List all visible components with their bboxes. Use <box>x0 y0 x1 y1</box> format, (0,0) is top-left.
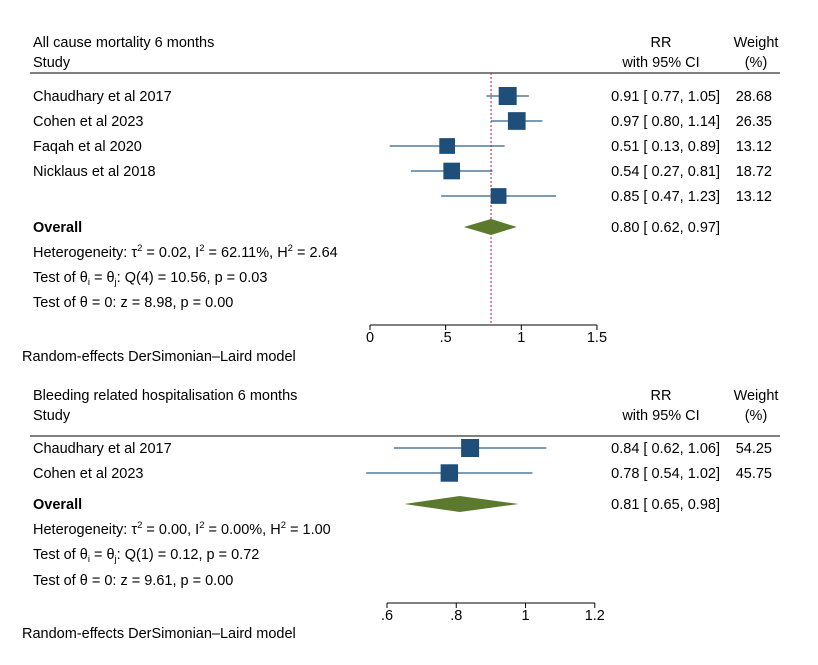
q-test-result: : Q(4) = 10.56, p = 0.03 <box>117 270 268 286</box>
weight-column-subheader: (%) <box>745 55 768 71</box>
heterogeneity-prefix: Heterogeneity: τ <box>33 245 137 261</box>
study-rr-ci: 0.54 [ 0.27, 0.81] <box>611 164 720 180</box>
h-squared-superscript: 2 <box>288 243 293 254</box>
h-squared-value: = 1.00 <box>286 522 331 538</box>
forest-panel-2: Bleeding related hospitalisation 6 month… <box>22 388 780 642</box>
weight-column-header: Weight <box>734 388 779 404</box>
q-test-prefix: Test of θ <box>33 270 88 286</box>
x-tick-label: 1 <box>521 608 529 624</box>
panel-title: Bleeding related hospitalisation 6 month… <box>33 388 297 404</box>
overall-label: Overall <box>33 220 82 236</box>
tau-squared-superscript: 2 <box>137 243 142 254</box>
study-marker <box>439 138 456 154</box>
q-test-stats: Test of θi = θj: Q(4) = 10.56, p = 0.03 <box>33 270 267 288</box>
overall-rr-ci: 0.80 [ 0.62, 0.97] <box>611 220 720 236</box>
x-tick-label: 1 <box>517 330 525 346</box>
x-tick-label: .6 <box>381 608 393 624</box>
study-column-header: Study <box>33 408 71 424</box>
x-tick-label: .5 <box>440 330 452 346</box>
panel-title: All cause mortality 6 months <box>33 35 214 51</box>
tau-squared-value: = 0.00, I <box>142 522 199 538</box>
study-marker <box>507 112 526 130</box>
study-weight: 13.12 <box>736 139 772 155</box>
study-weight: 18.72 <box>736 164 772 180</box>
model-note: Random-effects DerSimonian–Laird model <box>22 626 296 642</box>
study-column-header: Study <box>33 55 71 71</box>
study-marker <box>440 464 459 482</box>
overall-diamond <box>463 219 517 235</box>
x-tick-label: 1.5 <box>587 330 607 346</box>
theta-subscript-j: j <box>114 277 117 288</box>
effect-column-header: RR <box>651 388 672 404</box>
study-rr-ci: 0.91 [ 0.77, 1.05] <box>611 89 720 105</box>
q-test-prefix: Test of θ <box>33 547 88 563</box>
study-marker <box>461 439 480 457</box>
study-weight: 26.35 <box>736 114 772 130</box>
x-tick-label: 0 <box>366 330 374 346</box>
overall-rr-ci: 0.81 [ 0.65, 0.98] <box>611 497 720 513</box>
z-test-stats: Test of θ = 0: z = 9.61, p = 0.00 <box>33 573 233 589</box>
heterogeneity-stats: Heterogeneity: τ2 = 0.00, I2 = 0.00%, H2… <box>33 520 331 538</box>
study-label: Chaudhary et al 2017 <box>33 89 172 105</box>
effect-column-header: RR <box>651 35 672 51</box>
q-test-equals: = θ <box>90 547 115 563</box>
study-label: Chaudhary et al 2017 <box>33 441 172 457</box>
overall-label: Overall <box>33 497 82 513</box>
study-rr-ci: 0.97 [ 0.80, 1.14] <box>611 114 720 130</box>
weight-column-subheader: (%) <box>745 408 768 424</box>
theta-subscript-j: j <box>114 554 117 565</box>
study-marker <box>490 188 507 204</box>
i-squared-superscript: 2 <box>199 520 204 531</box>
study-marker <box>443 162 461 180</box>
study-rr-ci: 0.84 [ 0.62, 1.06] <box>611 441 720 457</box>
q-test-equals: = θ <box>90 270 115 286</box>
study-rr-ci: 0.51 [ 0.13, 0.89] <box>611 139 720 155</box>
weight-column-header: Weight <box>734 35 779 51</box>
study-weight: 13.12 <box>736 189 772 205</box>
study-label: Cohen et al 2023 <box>33 114 143 130</box>
q-test-result: : Q(1) = 0.12, p = 0.72 <box>117 547 260 563</box>
effect-column-subheader: with 95% CI <box>621 55 699 71</box>
i-squared-superscript: 2 <box>199 243 204 254</box>
heterogeneity-stats: Heterogeneity: τ2 = 0.02, I2 = 62.11%, H… <box>33 243 338 261</box>
heterogeneity-prefix: Heterogeneity: τ <box>33 522 137 538</box>
overall-diamond <box>404 496 519 512</box>
h-squared-value: = 2.64 <box>293 245 338 261</box>
model-note: Random-effects DerSimonian–Laird model <box>22 349 296 365</box>
tau-squared-value: = 0.02, I <box>142 245 199 261</box>
study-rr-ci: 0.78 [ 0.54, 1.02] <box>611 466 720 482</box>
x-tick-label: 1.2 <box>585 608 605 624</box>
study-label: Cohen et al 2023 <box>33 466 143 482</box>
study-weight: 28.68 <box>736 89 772 105</box>
theta-subscript-i: i <box>88 554 90 565</box>
study-weight: 45.75 <box>736 466 772 482</box>
forest-panel-1: All cause mortality 6 months Study RR with … <box>22 35 780 365</box>
h-squared-superscript: 2 <box>281 520 286 531</box>
study-label: Nicklaus et al 2018 <box>33 164 156 180</box>
i-squared-value: = 0.00%, H <box>205 522 281 538</box>
theta-subscript-i: i <box>88 277 90 288</box>
x-tick-label: .8 <box>450 608 462 624</box>
study-label: Faqah et al 2020 <box>33 139 142 155</box>
z-test-stats: Test of θ = 0: z = 8.98, p = 0.00 <box>33 295 233 311</box>
study-marker <box>498 87 517 105</box>
effect-column-subheader: with 95% CI <box>621 408 699 424</box>
q-test-stats: Test of θi = θj: Q(1) = 0.12, p = 0.72 <box>33 547 259 565</box>
study-weight: 54.25 <box>736 441 772 457</box>
tau-squared-superscript: 2 <box>137 520 142 531</box>
i-squared-value: = 62.11%, H <box>205 245 288 261</box>
study-rr-ci: 0.85 [ 0.47, 1.23] <box>611 189 720 205</box>
